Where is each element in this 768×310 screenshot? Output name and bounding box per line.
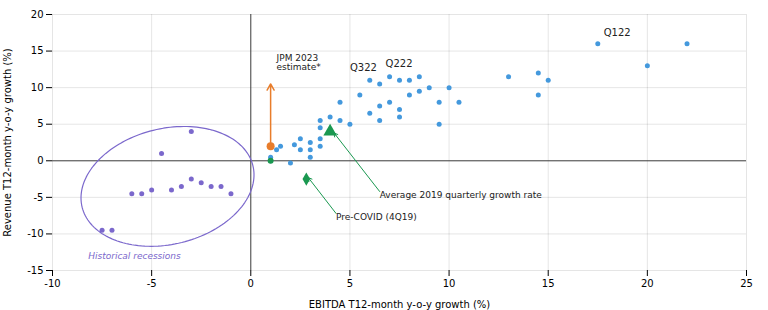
svg-text:10: 10 [31,82,44,93]
svg-text:0: 0 [248,278,254,289]
svg-text:Historical recessions: Historical recessions [88,251,181,261]
svg-text:-5: -5 [147,278,157,289]
svg-text:-5: -5 [34,192,44,203]
svg-text:-15: -15 [27,265,43,276]
svg-text:Pre-COVID (4Q19): Pre-COVID (4Q19) [336,212,417,222]
svg-text:Revenue T12-month y-o-y growth: Revenue T12-month y-o-y growth (%) [2,48,13,237]
svg-text:25: 25 [740,278,753,289]
svg-text:15: 15 [31,45,44,56]
svg-text:20: 20 [31,9,44,20]
svg-text:0: 0 [37,155,43,166]
svg-text:Average 2019 quarterly growth: Average 2019 quarterly growth rate [380,190,543,200]
svg-text:5: 5 [37,118,43,129]
svg-text:5: 5 [347,278,353,289]
svg-text:Q222: Q222 [386,58,413,69]
svg-text:JPM 2023estimate*: JPM 2023estimate* [276,53,322,72]
svg-text:10: 10 [443,278,456,289]
svg-text:Q122: Q122 [604,27,631,38]
svg-text:-10: -10 [44,278,60,289]
svg-text:-10: -10 [27,228,43,239]
svg-text:20: 20 [641,278,654,289]
svg-text:Q322: Q322 [350,62,377,73]
svg-text:15: 15 [542,278,555,289]
svg-text:EBITDA T12-month y-o-y growth: EBITDA T12-month y-o-y growth (%) [309,299,491,310]
